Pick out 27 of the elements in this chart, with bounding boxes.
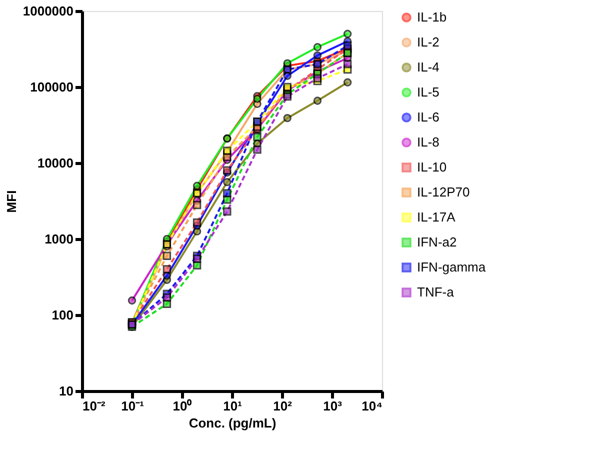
y-tick-label: 1000000 <box>22 4 74 18</box>
y-tick-label: 10000 <box>37 156 74 170</box>
legend-label: IL-8 <box>417 134 440 150</box>
legend-label: IL-5 <box>417 84 440 100</box>
y-tick-label: 100000 <box>30 80 74 94</box>
x-tick-label: 10³ <box>323 398 343 414</box>
legend-label: IFN-gamma <box>417 260 486 274</box>
x-tick-label: 10¹ <box>223 398 242 414</box>
x-tick-label: 10⁴ <box>362 398 382 414</box>
x-tick-label: 10⁻² <box>82 398 106 414</box>
legend-label: TNF-a <box>417 284 455 300</box>
legend-label: IL-6 <box>417 110 440 124</box>
legend-label: IL-1b <box>417 10 447 24</box>
legend-label: IFN-a2 <box>417 234 457 250</box>
legend-label: IL-4 <box>417 60 440 74</box>
legend-label: IL-2 <box>417 34 440 50</box>
x-axis-title: Conc. (pg/mL) <box>188 416 276 430</box>
legend-label: IL-10 <box>417 160 447 174</box>
x-tick-label: 10⁻¹ <box>121 398 144 414</box>
y-tick-label: 1000 <box>44 232 74 246</box>
legend-label: IL-12P70 <box>417 184 470 200</box>
y-tick-label: 100 <box>52 308 74 322</box>
x-tick-label: 10⁰ <box>172 398 192 414</box>
legend-label: IL-17A <box>417 210 456 224</box>
x-tick-label: 10² <box>273 398 293 414</box>
y-axis-title: MFI <box>4 190 19 213</box>
y-tick-label: 10 <box>59 384 74 398</box>
